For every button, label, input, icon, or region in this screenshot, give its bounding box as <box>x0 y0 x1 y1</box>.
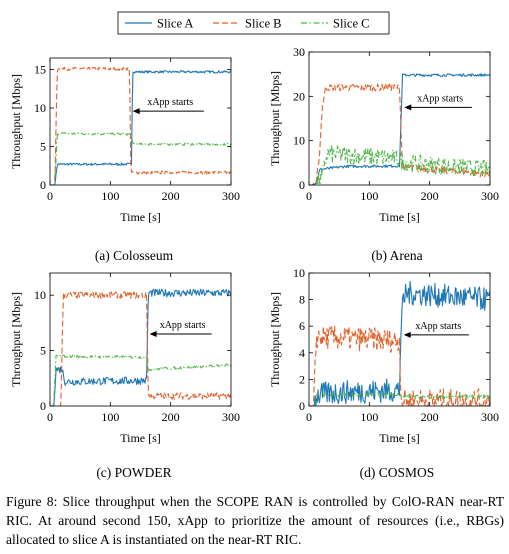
series-line-slice-a <box>309 280 490 406</box>
series-line-slice-b <box>50 291 231 406</box>
x-tick-label: 100 <box>360 189 378 203</box>
x-axis-label: Time [s] <box>120 210 161 224</box>
y-tick-label: 0 <box>40 178 46 192</box>
series-line-slice-c <box>309 392 490 406</box>
legend: Slice A Slice B Slice C <box>117 11 390 35</box>
annotation-label: xApp starts <box>415 321 461 332</box>
y-tick-label: 15 <box>34 63 46 77</box>
y-axis-label: Throughput [Mbps] <box>9 74 23 169</box>
plot-frame <box>49 57 232 186</box>
y-tick-label: 5 <box>40 344 46 358</box>
legend-label-3: Slice C <box>333 17 369 31</box>
y-axis-label: Throughput [Mbps] <box>9 292 23 387</box>
x-tick-label: 0 <box>306 410 312 424</box>
plot-frame <box>308 51 491 186</box>
plot-frame <box>308 272 491 407</box>
x-tick-label: 300 <box>481 410 499 424</box>
figure-caption: Figure 8: Slice throughput when the SCOP… <box>6 494 504 547</box>
x-tick-label: 0 <box>306 189 312 203</box>
panel-2: 0 100 200 300 0 10 20 30 Time [s] Throughput [Mbp… <box>268 45 499 263</box>
panel-1: 0 100 200 300 0 5 10 15 Time [s] Throughput [Mbps… <box>9 57 240 263</box>
legend-box <box>117 11 390 35</box>
y-tick-label: 2 <box>299 372 305 386</box>
series-group <box>309 280 490 406</box>
x-tick-label: 300 <box>481 189 499 203</box>
annotation-label: xApp starts <box>147 97 193 108</box>
x-tick-label: 0 <box>47 410 53 424</box>
annotation-label: xApp starts <box>160 320 206 331</box>
series-line-slice-b <box>50 66 231 185</box>
y-tick-label: 10 <box>293 266 305 280</box>
series-line-slice-b <box>309 83 490 185</box>
series-line-slice-c <box>50 354 231 406</box>
x-tick-label: 100 <box>101 189 119 203</box>
y-tick-label: 10 <box>34 288 46 302</box>
x-tick-label: 100 <box>101 410 119 424</box>
y-tick-label: 10 <box>293 134 305 148</box>
series-line-slice-a <box>309 73 490 185</box>
y-tick-label: 5 <box>40 140 46 154</box>
x-tick-label: 0 <box>47 189 53 203</box>
y-tick-label: 20 <box>293 89 305 103</box>
panel-subtitle: (c) POWDER <box>96 465 171 480</box>
series-group <box>50 66 231 185</box>
x-tick-label: 100 <box>360 410 378 424</box>
y-tick-label: 8 <box>299 293 305 307</box>
x-axis-label: Time [s] <box>120 431 161 445</box>
annotation-arrow-head <box>132 108 140 115</box>
y-tick-label: 30 <box>293 45 305 59</box>
y-tick-label: 0 <box>299 178 305 192</box>
series-group <box>309 73 490 185</box>
y-tick-label: 6 <box>299 319 305 333</box>
y-axis-label: Throughput [Mbps] <box>268 71 282 166</box>
panel-4: 0 100 200 300 0 2 4 6 8 10 Time [s] Throughput [Mbp… <box>268 266 499 480</box>
plot-frame <box>49 272 232 407</box>
series-line-slice-a <box>50 70 231 185</box>
annotation-arrow-head <box>403 331 411 338</box>
x-tick-label: 200 <box>162 189 180 203</box>
annotation-arrow-head <box>149 330 157 337</box>
x-axis-label: Time [s] <box>379 210 420 224</box>
series-line-slice-c <box>309 145 490 185</box>
series-line-slice-a <box>50 288 231 406</box>
y-tick-label: 0 <box>299 399 305 413</box>
legend-label-1: Slice A <box>157 17 193 31</box>
series-line-slice-b <box>309 325 490 406</box>
x-tick-label: 200 <box>162 410 180 424</box>
y-tick-label: 10 <box>34 101 46 115</box>
x-tick-label: 300 <box>222 410 240 424</box>
annotation-arrow-head <box>404 104 412 111</box>
y-tick-label: 4 <box>299 346 305 360</box>
panel-subtitle: (d) COSMOS <box>360 465 435 480</box>
series-group <box>50 288 231 406</box>
series-line-slice-c <box>50 132 231 185</box>
annotation-label: xApp starts <box>417 93 463 104</box>
x-axis-label: Time [s] <box>379 431 420 445</box>
panel-subtitle: (a) Colosseum <box>95 248 174 263</box>
panel-subtitle: (b) Arena <box>371 248 422 263</box>
x-tick-label: 200 <box>421 189 439 203</box>
x-tick-label: 300 <box>222 189 240 203</box>
legend-label-2: Slice B <box>245 17 281 31</box>
panel-3: 0 100 200 300 0 5 10 Time [s] Throughput [Mbps] x… <box>9 272 240 480</box>
y-axis-label: Throughput [Mbps] <box>268 292 282 387</box>
y-tick-label: 0 <box>40 399 46 413</box>
x-tick-label: 200 <box>421 410 439 424</box>
